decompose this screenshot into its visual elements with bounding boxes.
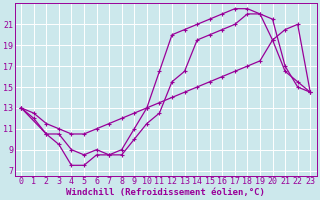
X-axis label: Windchill (Refroidissement éolien,°C): Windchill (Refroidissement éolien,°C) [66, 188, 265, 197]
